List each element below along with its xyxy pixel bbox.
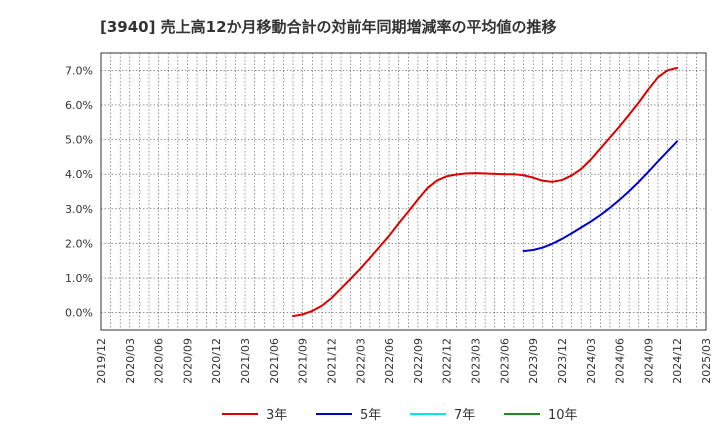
x-tick-label: 2023/03 <box>470 338 483 384</box>
x-tick-label: 2022/12 <box>441 338 454 384</box>
chart-title: [3940] 売上高12か月移動合計の対前年同期増減率の平均値の推移 <box>100 18 557 36</box>
x-tick-label: 2021/09 <box>297 338 310 384</box>
x-tick-label: 2021/06 <box>268 338 281 384</box>
x-tick-label: 2025/03 <box>700 338 713 384</box>
y-tick-label: 2.0% <box>65 237 93 250</box>
x-tick-label: 2020/03 <box>124 338 137 384</box>
axis-layer: 0.0% 1.0% 2.0% 3.0% 4.0% 5.0% 6.0% 7.0% 2019/12 2… <box>65 64 713 383</box>
x-tick-label: 2020/12 <box>210 338 223 384</box>
y-tick-label: 7.0% <box>65 64 93 77</box>
x-tick-label: 2021/12 <box>325 338 338 384</box>
y-tick-label: 4.0% <box>65 168 93 181</box>
legend-label-7年: 7年 <box>454 408 475 423</box>
x-tick-label: 2024/06 <box>614 338 627 384</box>
x-tick-label: 2024/03 <box>585 338 598 384</box>
x-tick-label: 2019/12 <box>95 338 108 384</box>
x-tick-label: 2023/12 <box>556 338 569 384</box>
plot-frame <box>100 52 707 331</box>
legend-label-3年: 3年 <box>266 408 287 423</box>
x-tick-label: 2023/06 <box>498 338 511 384</box>
y-tick-label: 1.0% <box>65 272 93 285</box>
grid-layer <box>101 53 706 330</box>
y-tick-label: 6.0% <box>65 99 93 112</box>
x-tick-label: 2022/06 <box>383 338 396 384</box>
y-tick-label: 5.0% <box>65 134 93 147</box>
x-tick-label: 2021/03 <box>239 338 252 384</box>
x-tick-label: 2022/03 <box>354 338 367 384</box>
x-tick-label: 2022/09 <box>412 338 425 384</box>
y-tick-label: 3.0% <box>65 203 93 216</box>
legend-label-5年: 5年 <box>360 408 381 423</box>
series-line-5年 <box>522 140 679 253</box>
legend: 3年 5年 7年 10年 <box>222 408 578 423</box>
x-tick-label: 2024/12 <box>671 338 684 384</box>
x-tick-label: 2023/09 <box>527 338 540 384</box>
series-layer <box>292 66 679 318</box>
y-tick-label: 0.0% <box>65 307 93 320</box>
legend-label-10年: 10年 <box>548 408 578 423</box>
x-tick-label: 2020/06 <box>153 338 166 384</box>
x-tick-label: 2024/09 <box>642 338 655 384</box>
x-tick-label: 2020/09 <box>181 338 194 384</box>
